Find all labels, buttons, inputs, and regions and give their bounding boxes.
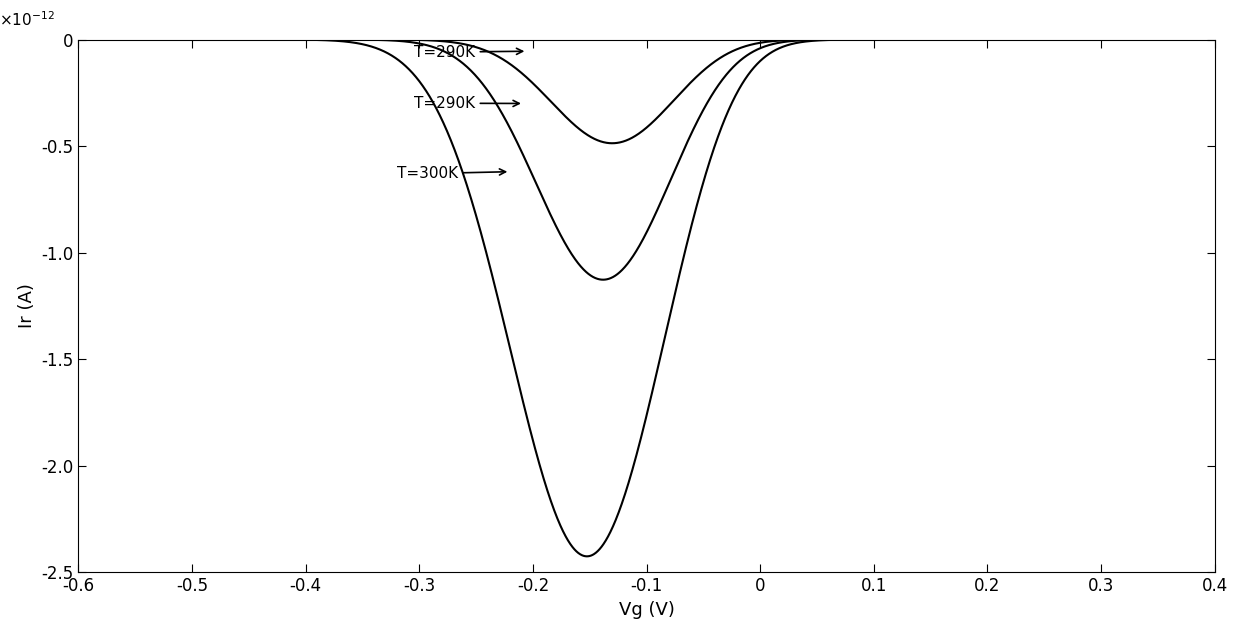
Text: T=290K: T=290K: [414, 45, 523, 60]
Text: $\times10^{-12}$: $\times10^{-12}$: [0, 10, 55, 29]
X-axis label: Vg (V): Vg (V): [618, 601, 674, 619]
Text: T=300K: T=300K: [396, 166, 506, 181]
Y-axis label: Ir (A): Ir (A): [17, 284, 36, 328]
Text: T=290K: T=290K: [414, 96, 519, 111]
